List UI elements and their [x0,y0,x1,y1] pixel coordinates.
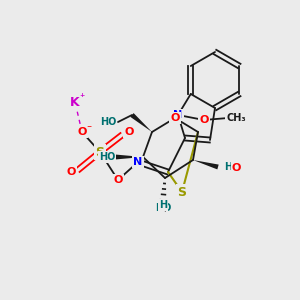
Text: HO: HO [155,203,171,213]
Polygon shape [130,113,152,132]
Text: ⁺: ⁺ [80,93,85,103]
Text: H: H [159,200,167,210]
Text: O: O [124,127,134,137]
Text: CH₃: CH₃ [226,113,246,123]
Text: HO: HO [99,152,115,162]
Text: K: K [70,95,80,109]
Text: S: S [95,146,104,158]
Text: O: O [170,113,180,123]
Text: H: H [224,162,232,172]
Text: S: S [178,185,187,199]
Text: O: O [231,163,241,173]
Text: O: O [113,175,123,185]
Text: N: N [173,110,183,120]
Text: O: O [199,115,209,125]
Polygon shape [193,160,219,169]
Text: O: O [77,127,87,137]
Text: ⁻: ⁻ [86,124,92,134]
Text: ·: · [163,208,165,217]
Text: N: N [134,157,142,167]
Polygon shape [115,154,143,160]
Text: O: O [66,167,76,177]
Text: HO: HO [100,117,116,127]
